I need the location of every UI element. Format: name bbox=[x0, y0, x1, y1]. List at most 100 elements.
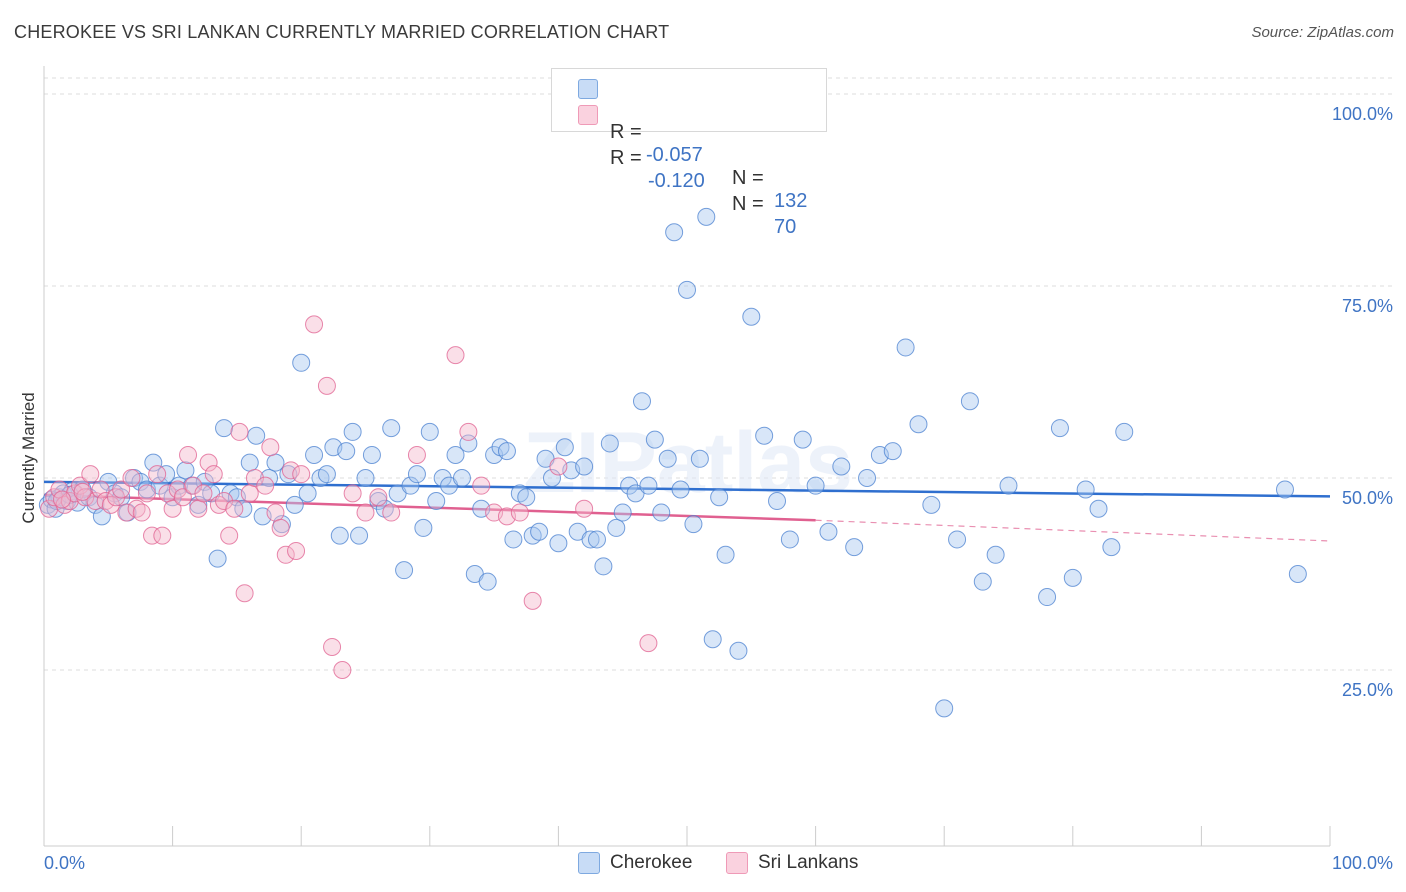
data-point bbox=[999, 476, 1018, 495]
data-point bbox=[189, 499, 208, 518]
data-point bbox=[742, 307, 761, 326]
data-point bbox=[285, 495, 304, 514]
data-point bbox=[703, 630, 722, 649]
data-point bbox=[276, 545, 295, 564]
y-tick-label: 100.0% bbox=[1332, 104, 1393, 124]
data-point bbox=[446, 445, 465, 464]
data-point bbox=[91, 480, 110, 499]
data-point bbox=[395, 561, 414, 580]
data-point bbox=[132, 503, 151, 522]
data-point bbox=[575, 499, 594, 518]
y-tick-label: 25.0% bbox=[1342, 680, 1393, 700]
y-axis-label: Currently Married bbox=[19, 392, 38, 523]
data-point bbox=[356, 503, 375, 522]
data-point bbox=[401, 476, 420, 495]
data-point bbox=[157, 465, 176, 484]
data-point bbox=[420, 422, 439, 441]
data-point bbox=[153, 526, 172, 545]
data-point bbox=[215, 492, 234, 511]
data-point bbox=[549, 457, 568, 476]
data-point bbox=[144, 453, 163, 472]
data-point bbox=[189, 495, 208, 514]
data-point bbox=[53, 490, 72, 509]
data-point bbox=[452, 469, 471, 487]
legend-row-cherokee: R = -0.057 N = 132 bbox=[578, 75, 818, 212]
data-point bbox=[234, 499, 253, 518]
data-point bbox=[665, 223, 684, 242]
data-point bbox=[768, 492, 787, 511]
data-point bbox=[369, 492, 388, 511]
data-point bbox=[179, 445, 198, 464]
data-point bbox=[292, 353, 311, 372]
data-point bbox=[40, 499, 59, 518]
data-point bbox=[613, 503, 632, 522]
data-point bbox=[832, 457, 851, 476]
legend-swatch-cherokee bbox=[578, 79, 598, 99]
data-point bbox=[235, 584, 254, 603]
watermark: ZIPatlas bbox=[523, 415, 853, 511]
legend-n-label: N = bbox=[732, 167, 770, 189]
data-point bbox=[220, 526, 239, 545]
data-point bbox=[143, 526, 162, 545]
data-point bbox=[1050, 419, 1069, 438]
data-point bbox=[407, 445, 426, 464]
data-point bbox=[86, 492, 105, 511]
data-point bbox=[1275, 480, 1294, 499]
legend-r-label: R = bbox=[610, 121, 648, 143]
data-point bbox=[806, 476, 825, 495]
data-point bbox=[305, 445, 324, 464]
data-point bbox=[330, 526, 349, 545]
data-point bbox=[117, 503, 136, 522]
data-point bbox=[684, 515, 703, 534]
source-label: Source: ZipAtlas.com bbox=[1251, 24, 1394, 41]
data-point bbox=[305, 315, 324, 334]
data-point bbox=[909, 415, 928, 434]
data-point bbox=[204, 465, 223, 484]
trend-line-sri-lankans bbox=[43, 493, 816, 522]
legend-r-value: -0.057 bbox=[646, 144, 703, 166]
data-point bbox=[697, 207, 716, 226]
data-point bbox=[755, 426, 774, 445]
y-tick-label: 75.0% bbox=[1342, 296, 1393, 316]
data-point bbox=[883, 442, 902, 461]
data-point bbox=[472, 476, 491, 495]
x-tick-label: 100.0% bbox=[1332, 853, 1393, 873]
bottom-legend-cherokee: Cherokee bbox=[610, 852, 693, 873]
data-point bbox=[1089, 499, 1108, 518]
data-point bbox=[504, 530, 523, 549]
data-point bbox=[600, 434, 619, 453]
data-point bbox=[194, 484, 213, 503]
chart-title: CHEROKEE VS SRI LANKAN CURRENTLY MARRIED… bbox=[14, 22, 670, 42]
data-point bbox=[230, 422, 249, 441]
data-point bbox=[148, 465, 167, 484]
data-point bbox=[122, 469, 141, 487]
data-point bbox=[729, 641, 748, 660]
data-point bbox=[935, 699, 954, 718]
data-point bbox=[819, 522, 838, 541]
data-point bbox=[530, 522, 549, 541]
data-point bbox=[317, 376, 336, 395]
y-tick-labels: 25.0% 50.0% 75.0% 100.0% bbox=[1332, 104, 1393, 700]
data-point bbox=[858, 469, 877, 487]
data-point bbox=[337, 442, 356, 461]
data-point bbox=[184, 476, 203, 495]
data-point bbox=[555, 438, 574, 457]
data-point bbox=[671, 480, 690, 499]
data-point bbox=[459, 422, 478, 441]
data-point bbox=[240, 453, 259, 472]
data-point bbox=[581, 530, 600, 549]
data-point bbox=[382, 419, 401, 438]
data-point bbox=[690, 449, 709, 468]
data-point bbox=[208, 549, 227, 568]
data-point bbox=[343, 484, 362, 503]
data-points bbox=[38, 207, 1307, 718]
data-point bbox=[215, 419, 234, 438]
trend-line-dashed-sri-lankans bbox=[815, 519, 1331, 542]
data-point bbox=[678, 280, 696, 299]
data-point bbox=[362, 445, 381, 464]
data-point bbox=[112, 480, 131, 499]
data-point bbox=[497, 442, 516, 461]
bottom-legend-swatch-sri-lankans bbox=[726, 852, 748, 874]
data-point bbox=[793, 430, 812, 449]
